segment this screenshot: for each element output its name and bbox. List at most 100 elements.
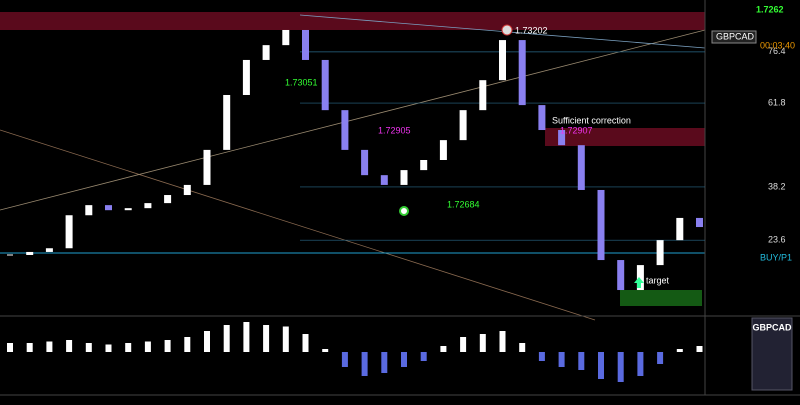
- candle: [361, 149, 369, 176]
- oscillator-bar: [46, 341, 53, 352]
- swing-label: 1.72684: [447, 199, 480, 209]
- candle: [518, 40, 526, 106]
- trend-line: [0, 29, 706, 211]
- candle: [223, 94, 231, 150]
- oscillator-bar: [7, 343, 13, 352]
- oscillator-bar: [164, 340, 171, 352]
- oscillator-bar: [381, 352, 388, 373]
- oscillator-bar: [26, 343, 33, 352]
- candle: [26, 251, 34, 255]
- oscillator-bar: [85, 343, 92, 352]
- demand-zone: [620, 290, 702, 306]
- swing-label: 1.72907: [560, 125, 593, 135]
- candle: [262, 45, 270, 60]
- fib-label: 23.6: [768, 235, 786, 245]
- signal-label: BUY/P1: [760, 252, 792, 262]
- oscillator-bar: [204, 331, 210, 352]
- candle: [183, 184, 191, 196]
- supply-zone: [545, 128, 705, 146]
- candle: [321, 59, 329, 111]
- plot: 76.4 61.8 38.2 23.6: [7, 29, 786, 382]
- low-marker: [399, 206, 409, 216]
- oscillator-bar: [322, 349, 329, 352]
- candle: [203, 149, 211, 185]
- oscillator-bar: [361, 352, 368, 376]
- fib-label: 76.4: [768, 46, 786, 56]
- symbol-box: [711, 30, 757, 44]
- candle: [636, 265, 644, 291]
- candle: [124, 208, 132, 211]
- oscillator-bar: [538, 352, 545, 361]
- candle: [597, 189, 605, 261]
- oscillator-bar: [302, 334, 309, 352]
- candle: [696, 217, 703, 228]
- oscillator-bar: [696, 346, 703, 352]
- oscillator-bar: [617, 352, 624, 382]
- candle: [282, 29, 290, 46]
- symbol: GBPCAD: [716, 31, 755, 41]
- oscillator-bar: [263, 325, 270, 352]
- oscillator-bar: [66, 340, 73, 352]
- candle: [85, 205, 93, 216]
- oscillator-bar: [558, 352, 565, 367]
- candle: [676, 217, 684, 241]
- candle: [656, 240, 664, 266]
- note: Sufficient correction: [552, 115, 631, 125]
- candle: [558, 130, 566, 146]
- oscillator-bar: [341, 352, 348, 367]
- swing-label: 1.72905: [378, 125, 411, 135]
- oscillator-bar: [519, 343, 526, 352]
- candle: [459, 110, 467, 141]
- supply-zone: [0, 12, 705, 30]
- candle: [439, 140, 447, 160]
- oscillator-bar: [184, 337, 191, 352]
- candle: [400, 170, 408, 185]
- oscillator-bar: [479, 334, 486, 352]
- buy-arrow: [634, 277, 644, 288]
- oscillator-bar: [144, 341, 151, 352]
- peak-label: 1.73202: [515, 25, 548, 35]
- oscillator-bar: [440, 346, 447, 352]
- oscillator-bar: [243, 322, 250, 352]
- candle: [499, 40, 506, 81]
- candle: [302, 29, 309, 60]
- oscillator-bar: [578, 352, 585, 370]
- peak-marker: [501, 24, 513, 36]
- candle: [341, 110, 349, 150]
- panel-symbol: GBPCAD: [752, 322, 792, 332]
- oscillator-bar: [401, 352, 407, 367]
- candle: [242, 59, 250, 95]
- oscillator-bar: [105, 344, 112, 352]
- oscillator-bar: [125, 343, 132, 352]
- oscillator-bar: [499, 331, 506, 352]
- oscillator-bar: [460, 337, 467, 352]
- candle: [380, 175, 388, 185]
- candle: [420, 160, 428, 171]
- candle: [45, 248, 53, 252]
- oscillator-bar: [598, 352, 604, 379]
- candle: [144, 203, 152, 209]
- oscillator-bar: [657, 352, 664, 364]
- fib-label: 38.2: [768, 181, 786, 191]
- current-price: 1.7262: [756, 4, 784, 14]
- candle: [105, 205, 112, 211]
- candle: [164, 195, 172, 204]
- candle: [577, 145, 585, 190]
- timer: 00:03:40: [760, 40, 795, 50]
- oscillator-bar: [676, 349, 683, 352]
- oscillator-bar: [223, 325, 230, 352]
- candle: [617, 260, 625, 291]
- fib-label: 61.8: [768, 97, 786, 107]
- oscillator-bar: [282, 326, 289, 352]
- target-label: target: [646, 275, 670, 285]
- info-panel: [751, 317, 793, 391]
- candle: [65, 215, 73, 249]
- candle: [538, 105, 546, 131]
- oscillator-bar: [420, 352, 427, 361]
- oscillator-bar: [637, 352, 644, 376]
- candle: [479, 80, 487, 111]
- trend-line: [0, 129, 596, 321]
- swing-label: 1.73051: [285, 77, 318, 87]
